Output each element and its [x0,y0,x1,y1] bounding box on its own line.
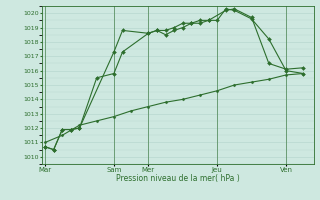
X-axis label: Pression niveau de la mer( hPa ): Pression niveau de la mer( hPa ) [116,174,239,183]
